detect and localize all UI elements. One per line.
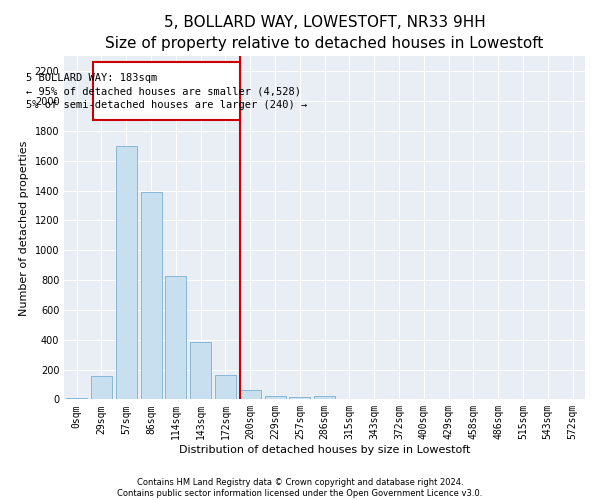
Bar	[240, 390, 261, 400]
Bar	[289, 397, 310, 400]
Bar	[190, 342, 211, 400]
Bar	[66, 398, 87, 400]
Bar	[91, 376, 112, 400]
Bar	[166, 276, 187, 400]
Bar	[314, 396, 335, 400]
Y-axis label: Number of detached properties: Number of detached properties	[19, 140, 29, 316]
Bar	[215, 376, 236, 400]
Text: 5 BOLLARD WAY: 183sqm
← 95% of detached houses are smaller (4,528)
5% of semi-de: 5 BOLLARD WAY: 183sqm ← 95% of detached …	[26, 73, 307, 110]
Title: 5, BOLLARD WAY, LOWESTOFT, NR33 9HH
Size of property relative to detached houses: 5, BOLLARD WAY, LOWESTOFT, NR33 9HH Size…	[106, 15, 544, 51]
Bar	[265, 396, 286, 400]
Bar	[116, 146, 137, 400]
Bar	[93, 62, 241, 120]
Text: Contains HM Land Registry data © Crown copyright and database right 2024.
Contai: Contains HM Land Registry data © Crown c…	[118, 478, 482, 498]
Bar	[140, 192, 161, 400]
X-axis label: Distribution of detached houses by size in Lowestoft: Distribution of detached houses by size …	[179, 445, 470, 455]
